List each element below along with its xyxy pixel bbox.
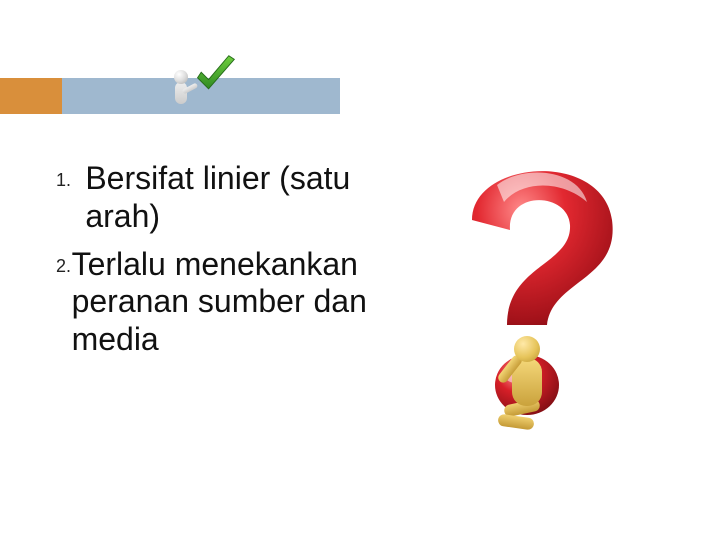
list-item: 2. Terlalu menekankan peranan sumber dan…: [56, 246, 386, 359]
checkmark-figure: [168, 50, 248, 114]
numbered-list: 1. Bersifat linier (satu arah) 2. Terlal…: [56, 160, 386, 369]
list-text: Bersifat linier (satu arah): [85, 160, 386, 236]
thinking-person-icon: [490, 336, 570, 432]
list-number: 2.: [56, 246, 72, 277]
checkmark-icon: [192, 52, 238, 98]
question-mark-graphic: [412, 130, 662, 440]
list-text: Terlalu menekankan peranan sumber dan me…: [72, 246, 386, 359]
list-item: 1. Bersifat linier (satu arah): [56, 160, 386, 236]
accent-orange: [0, 78, 62, 114]
list-number: 1.: [56, 160, 85, 191]
